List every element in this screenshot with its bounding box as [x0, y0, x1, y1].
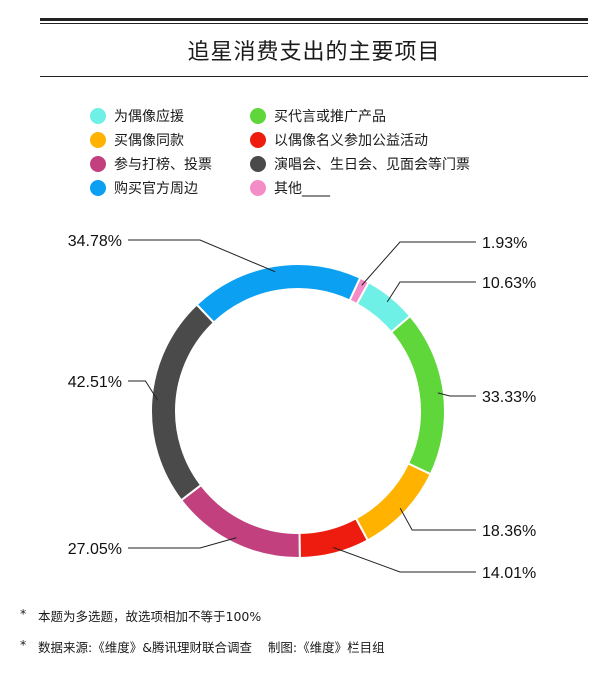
- leader-line: [399, 507, 476, 531]
- data-label: 10.63%: [482, 275, 536, 292]
- legend-swatch: [90, 132, 106, 148]
- legend-label: 其他____: [274, 181, 330, 197]
- legend-item: 为偶像应援: [90, 106, 184, 126]
- legend-swatch: [250, 156, 266, 172]
- leader-line: [361, 241, 476, 286]
- data-label: 1.93%: [482, 235, 527, 252]
- data-label: 34.78%: [68, 233, 122, 250]
- donut-slice: [354, 462, 433, 542]
- leader-line: [128, 537, 237, 549]
- legend-swatch: [250, 180, 266, 196]
- legend-swatch: [90, 156, 106, 172]
- legend-swatch: [250, 132, 266, 148]
- leader-line: [128, 380, 158, 401]
- legend-swatch: [90, 108, 106, 124]
- legend-swatch: [250, 108, 266, 124]
- top-rule-thick: [40, 18, 588, 21]
- footnote: * 本题为多选题，故选项相加不等于100%: [20, 606, 385, 625]
- leader-line: [437, 392, 476, 397]
- legend-swatch: [90, 180, 106, 196]
- data-label: 18.36%: [482, 523, 536, 540]
- legend-label: 买偶像同款: [114, 133, 184, 149]
- donut-slice: [150, 303, 216, 502]
- data-label: 42.51%: [68, 374, 122, 391]
- legend-label: 演唱会、生日会、见面会等门票: [274, 157, 470, 173]
- chart-title: 追星消费支出的主要项目: [187, 40, 441, 65]
- donut-slice: [179, 483, 301, 559]
- legend-item: 演唱会、生日会、见面会等门票: [250, 154, 470, 174]
- legend-label: 参与打榜、投票: [114, 157, 212, 173]
- leader-line: [128, 239, 276, 273]
- leader-line: [333, 547, 476, 573]
- donut-slice: [389, 314, 446, 476]
- footnote: * 数据来源:《维度》&腾讯理财联合调查 制图:《维度》栏目组: [20, 637, 385, 656]
- legend-item: 参与打榜、投票: [90, 154, 212, 174]
- donut-slice: [298, 517, 370, 560]
- legend-label: 以偶像名义参加公益活动: [274, 133, 428, 149]
- footnote-star: *: [20, 606, 27, 621]
- top-rule-thin: [40, 23, 588, 24]
- legend-item: 购买官方周边: [90, 178, 198, 198]
- legend-label: 购买官方周边: [114, 181, 198, 197]
- legend-item: 买代言或推广产品: [250, 106, 386, 126]
- footnote-text: 本题为多选题，故选项相加不等于100%: [38, 609, 262, 624]
- legend-item: 买偶像同款: [90, 130, 184, 150]
- footnote-star: *: [20, 637, 27, 652]
- legend-label: 买代言或推广产品: [274, 109, 386, 125]
- data-label: 14.01%: [482, 565, 536, 582]
- title-underline: [40, 76, 588, 77]
- legend-label: 为偶像应援: [114, 109, 184, 125]
- footnote-text: 数据来源:《维度》&腾讯理财联合调查 制图:《维度》栏目组: [38, 640, 385, 655]
- data-label: 27.05%: [68, 541, 122, 558]
- data-label: 33.33%: [482, 389, 536, 406]
- donut-slice: [195, 263, 362, 325]
- legend-item: 其他____: [250, 178, 330, 198]
- legend-item: 以偶像名义参加公益活动: [250, 130, 428, 150]
- leader-line: [386, 281, 476, 303]
- footnotes: * 本题为多选题，故选项相加不等于100% * 数据来源:《维度》&腾讯理财联合…: [20, 606, 385, 668]
